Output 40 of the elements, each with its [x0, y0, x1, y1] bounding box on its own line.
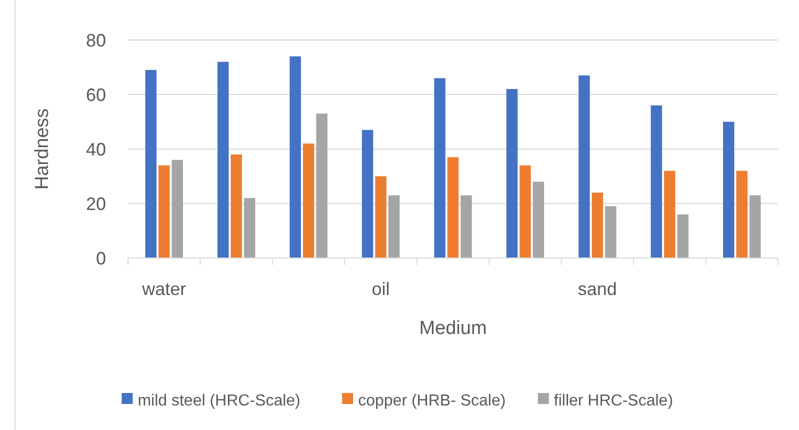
bar — [578, 75, 590, 258]
bar — [532, 182, 544, 258]
y-tick-label: 40 — [86, 139, 106, 160]
bar — [217, 62, 229, 258]
bar — [316, 114, 328, 258]
x-tick-label: sand — [578, 279, 617, 299]
bar — [302, 144, 314, 258]
bar — [145, 70, 156, 258]
bar — [605, 206, 616, 258]
bar — [592, 192, 604, 258]
bar — [750, 195, 761, 258]
bar — [723, 122, 734, 258]
bar — [736, 170, 748, 258]
bar — [447, 157, 459, 258]
x-tick-label: oil — [372, 279, 390, 299]
bar — [375, 176, 386, 258]
bar — [677, 214, 689, 258]
legend-label: filler HRC-Scale) — [554, 392, 674, 410]
legend-label: copper (HRB- Scale) — [358, 392, 506, 410]
y-tick-label: 20 — [86, 194, 106, 214]
bar — [230, 154, 242, 258]
bar — [460, 195, 472, 258]
bar — [172, 160, 183, 258]
x-axis-title: Medium — [419, 318, 487, 339]
bar — [388, 195, 400, 258]
bar — [434, 78, 446, 258]
bar — [244, 198, 256, 258]
bar — [650, 105, 662, 258]
y-tick-label: 60 — [86, 84, 106, 105]
bar — [520, 165, 531, 258]
bar — [158, 165, 170, 258]
bar — [290, 56, 301, 258]
legend-label: mild steel (HRC-Scale) — [138, 392, 300, 410]
x-tick-label: water — [141, 279, 186, 299]
y-tick-label: 80 — [86, 30, 106, 50]
bar — [664, 170, 676, 258]
y-axis-title: Hardness — [32, 108, 53, 190]
bar — [506, 89, 518, 258]
y-tick-label: 0 — [96, 248, 106, 268]
bar — [362, 130, 374, 258]
